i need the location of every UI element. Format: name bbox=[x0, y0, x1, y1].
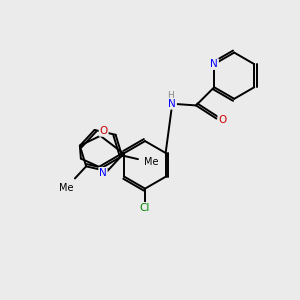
Text: H: H bbox=[167, 91, 174, 100]
Text: Me: Me bbox=[58, 183, 73, 193]
Text: N: N bbox=[210, 59, 218, 69]
Text: O: O bbox=[100, 126, 108, 136]
Text: Me: Me bbox=[144, 157, 158, 167]
Text: Cl: Cl bbox=[140, 203, 150, 213]
Text: N: N bbox=[168, 99, 176, 109]
Text: O: O bbox=[218, 115, 226, 125]
Text: N: N bbox=[99, 168, 107, 178]
